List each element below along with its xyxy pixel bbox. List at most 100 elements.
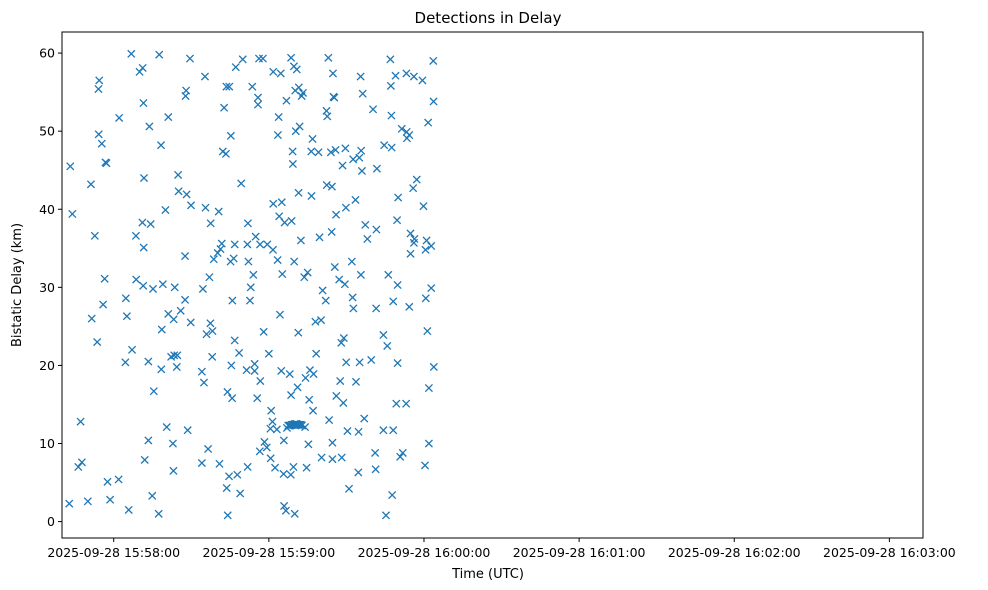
data-point-marker	[406, 229, 415, 238]
data-point-marker	[287, 216, 296, 226]
data-point-marker	[337, 453, 346, 462]
data-point-marker	[250, 366, 259, 375]
data-point-marker	[181, 252, 190, 261]
data-point-marker	[387, 143, 396, 152]
data-point-marker	[237, 179, 246, 188]
data-point-marker	[256, 376, 265, 386]
data-point-marker	[325, 416, 334, 425]
data-point-marker	[398, 448, 407, 457]
data-point-marker	[358, 89, 367, 98]
data-point-marker	[323, 112, 332, 121]
data-point-marker	[124, 505, 133, 514]
data-point-marker	[168, 439, 177, 448]
data-point-marker	[307, 147, 316, 156]
data-point-marker	[340, 280, 349, 289]
data-point-marker	[230, 336, 239, 345]
markers-layer	[65, 49, 438, 520]
data-point-marker	[244, 257, 253, 266]
data-point-marker	[427, 241, 436, 251]
data-point-marker	[222, 82, 231, 91]
data-point-marker	[357, 166, 366, 176]
data-point-marker	[157, 365, 166, 374]
data-point-marker	[68, 209, 77, 219]
data-point-marker	[231, 63, 240, 72]
data-point-marker	[275, 310, 285, 319]
data-point-marker	[144, 357, 153, 366]
data-point-marker	[243, 219, 252, 228]
data-point-marker	[253, 100, 263, 109]
data-point-marker	[286, 470, 295, 479]
plot-frame	[61, 31, 924, 539]
data-point-marker	[356, 72, 365, 81]
data-point-marker	[392, 399, 401, 408]
data-point-marker	[318, 286, 327, 295]
data-point-marker	[132, 275, 141, 284]
data-point-marker	[182, 86, 191, 95]
data-point-marker	[386, 55, 395, 64]
data-point-marker	[280, 218, 289, 227]
data-point-marker	[427, 284, 436, 293]
data-point-marker	[76, 417, 85, 426]
data-point-marker	[155, 50, 164, 59]
data-point-marker	[146, 220, 155, 229]
data-point-marker	[303, 268, 312, 277]
data-point-marker	[269, 67, 278, 76]
data-point-marker	[254, 54, 264, 63]
data-point-marker	[94, 130, 103, 139]
data-point-marker	[418, 76, 427, 85]
data-point-marker	[262, 443, 271, 452]
data-point-marker	[293, 383, 302, 392]
data-point-marker	[278, 270, 287, 279]
data-point-marker	[202, 330, 211, 339]
y-tick-label: 30	[39, 280, 55, 295]
data-point-marker	[144, 436, 153, 445]
data-point-marker	[339, 398, 348, 407]
data-point-marker	[314, 148, 323, 157]
data-point-marker	[317, 316, 326, 325]
data-point-marker	[301, 373, 310, 382]
data-point-marker	[383, 341, 392, 350]
data-point-marker	[238, 55, 247, 64]
data-point-marker	[343, 426, 352, 436]
data-point-marker	[172, 362, 181, 372]
data-point-marker	[330, 262, 339, 272]
data-point-marker	[311, 317, 320, 326]
data-point-marker	[338, 161, 347, 170]
data-point-marker	[156, 141, 166, 150]
data-point-marker	[348, 293, 357, 302]
data-point-marker	[294, 188, 303, 197]
data-point-marker	[429, 362, 438, 372]
y-tick-label: 60	[39, 46, 55, 61]
data-point-marker	[268, 245, 278, 254]
data-point-marker	[215, 459, 224, 468]
data-point-marker	[225, 82, 234, 91]
data-point-marker	[250, 359, 259, 368]
data-point-marker	[227, 361, 236, 370]
data-point-marker	[393, 359, 402, 368]
x-axis: 2025-09-28 15:58:00 2025-09-28 15:59:00 20…	[47, 538, 956, 560]
x-axis-label: Time (UTC)	[451, 567, 524, 582]
data-point-marker	[206, 219, 215, 228]
data-point-marker	[361, 220, 370, 229]
data-point-marker	[288, 159, 297, 169]
data-point-marker	[214, 207, 223, 216]
data-point-marker	[372, 304, 381, 313]
data-point-marker	[222, 483, 231, 493]
y-tick-label: 50	[39, 124, 55, 139]
data-point-marker	[149, 387, 158, 396]
data-point-marker	[372, 164, 381, 173]
data-point-marker	[295, 420, 304, 429]
data-point-marker	[224, 472, 234, 481]
data-point-marker	[121, 294, 130, 303]
data-point-marker	[181, 295, 190, 304]
data-point-marker	[328, 69, 338, 78]
data-point-marker	[186, 318, 195, 327]
data-point-marker	[282, 96, 291, 105]
data-point-marker	[405, 302, 414, 311]
data-point-marker	[145, 122, 154, 131]
data-point-marker	[351, 377, 361, 386]
data-point-marker	[421, 294, 430, 303]
data-point-marker	[339, 334, 348, 343]
data-point-marker	[421, 245, 430, 254]
data-point-marker	[307, 191, 316, 201]
